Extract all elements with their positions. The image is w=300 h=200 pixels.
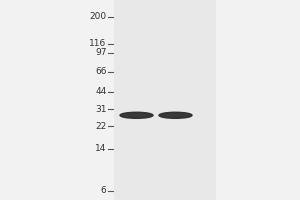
- Text: 97: 97: [95, 48, 106, 57]
- Text: 31: 31: [95, 105, 106, 114]
- Text: 200: 200: [89, 12, 106, 21]
- Ellipse shape: [159, 112, 192, 118]
- Ellipse shape: [120, 112, 153, 118]
- Text: 14: 14: [95, 144, 106, 153]
- Text: 22: 22: [95, 122, 106, 131]
- Text: 116: 116: [89, 39, 106, 48]
- FancyBboxPatch shape: [114, 0, 216, 200]
- Text: 44: 44: [95, 87, 106, 96]
- Text: 66: 66: [95, 67, 106, 76]
- Text: 6: 6: [101, 186, 106, 195]
